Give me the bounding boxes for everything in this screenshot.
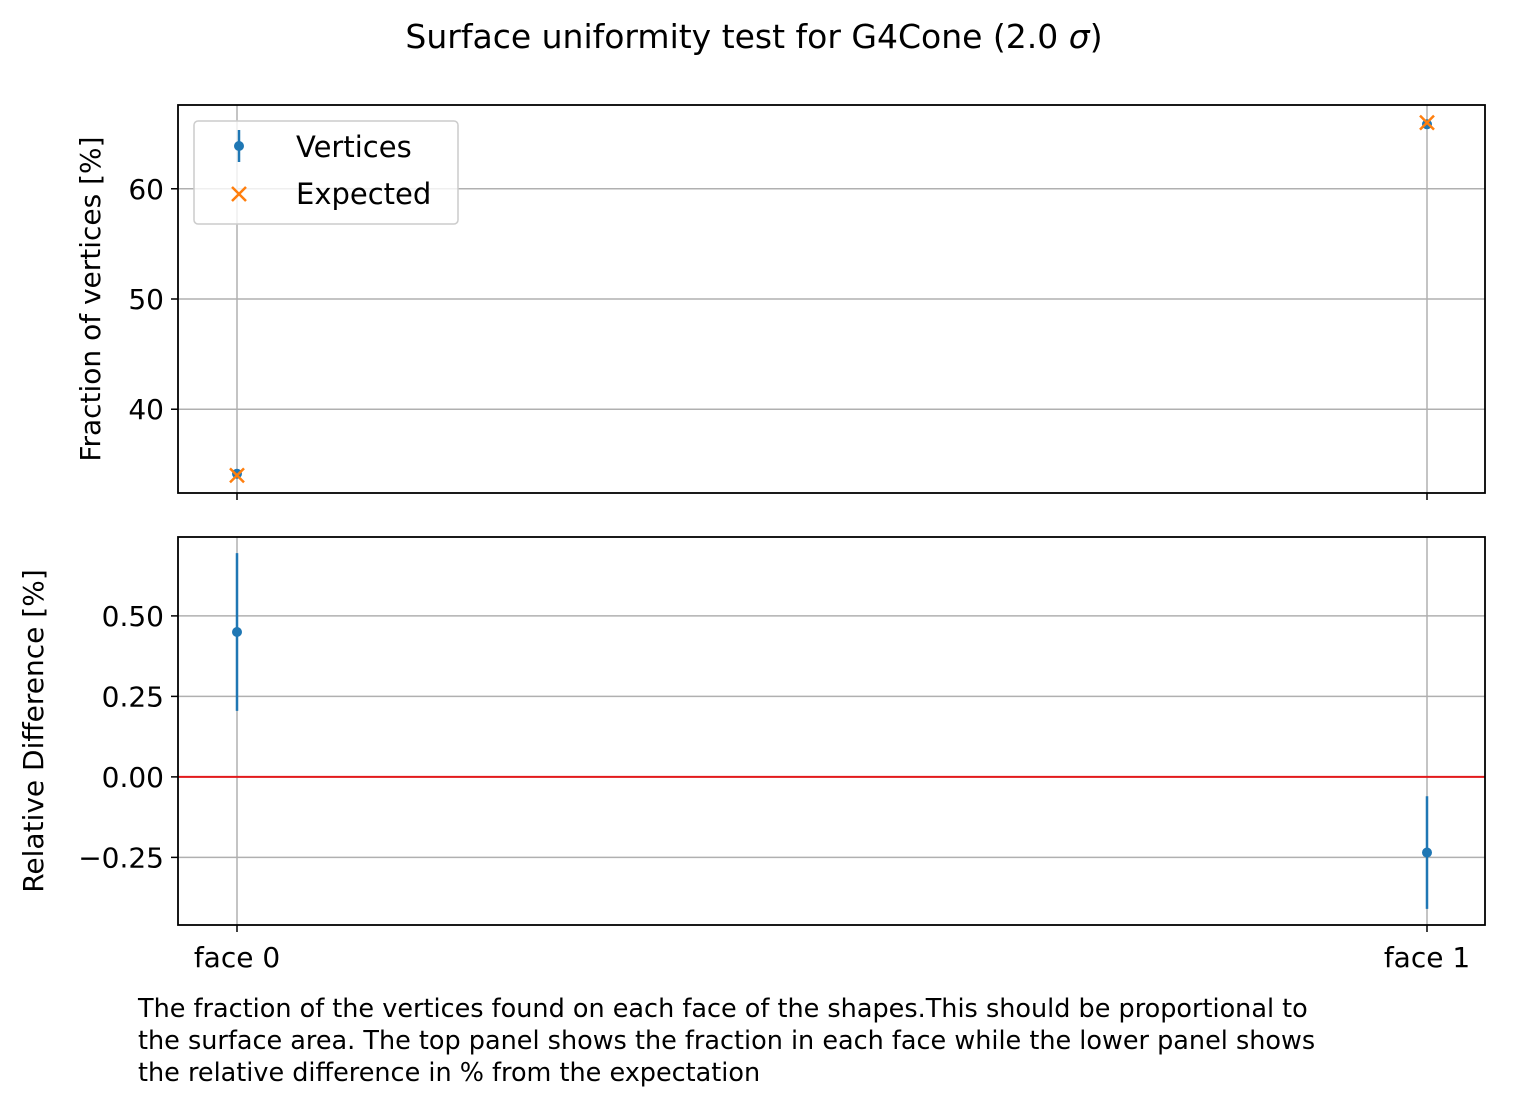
legend-vertices-label: Vertices (296, 130, 412, 164)
axes-frame (177, 104, 1486, 494)
bottom-panel: −0.25 0.00 0.25 0.50 Relative Difference [%] (17, 536, 1486, 932)
legend-frame (193, 120, 459, 225)
caption-line: the surface area. The top panel shows th… (138, 1026, 1316, 1056)
y-tick-label: 0.25 (102, 680, 164, 713)
caption-line: the relative difference in % from the ex… (138, 1058, 761, 1088)
y-tick-label: 50 (128, 283, 164, 316)
data-point-expected (229, 467, 245, 484)
axes-frame (177, 536, 1486, 926)
legend-expected-marker (231, 186, 247, 202)
caption-line: The fraction of the vertices found on ea… (138, 994, 1308, 1024)
data-point-expected (1419, 114, 1435, 131)
y-axis-label: Relative Difference [%] (17, 569, 50, 893)
x-tick-label: face 0 (194, 941, 280, 974)
data-point-vertices (232, 626, 242, 637)
legend-expected-label: Expected (296, 177, 431, 211)
legend: Vertices Expected (193, 120, 459, 225)
figure-caption: The fraction of the vertices found on ea… (138, 993, 1508, 1089)
x-tick-label: face 1 (1384, 941, 1470, 974)
y-tick-label: −0.25 (78, 841, 164, 874)
legend-vertices-marker (234, 141, 244, 151)
y-axis-label: Fraction of vertices [%] (74, 136, 107, 461)
chart-title: Surface uniformity test for G4Cone (2.0 … (405, 17, 1102, 56)
top-panel: 40 50 60 Fraction of vertices [%] (74, 104, 1486, 500)
y-tick-label: 60 (128, 173, 164, 206)
y-tick-label: 0.50 (102, 600, 164, 633)
y-tick-label: 0.00 (102, 761, 164, 794)
y-tick-label: 40 (128, 393, 164, 426)
data-point-vertices (1422, 847, 1432, 858)
x-axis-ticks: face 0 face 1 (194, 941, 1470, 974)
